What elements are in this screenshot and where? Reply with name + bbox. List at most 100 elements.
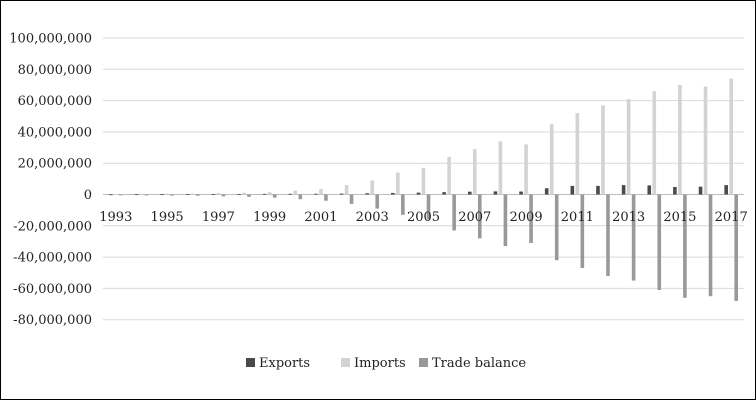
bar-imports-2005 <box>421 167 426 195</box>
bar-trade-balance-2008 <box>503 194 508 247</box>
bar-trade-balance-2006 <box>452 194 456 231</box>
bar-imports-1996 <box>190 193 195 195</box>
bar-exports-1994 <box>134 194 139 196</box>
x-tick-label: 2017 <box>715 210 748 225</box>
x-tick-label: 2001 <box>304 210 337 225</box>
bar-exports-2006 <box>442 192 446 195</box>
legend-label-trade-balance: Trade balance <box>432 356 526 371</box>
bar-trade-balance-2002 <box>349 194 354 204</box>
bar-imports-1997 <box>216 193 221 195</box>
bar-imports-2006 <box>447 156 451 195</box>
x-axis-tick-labels: 1993 1995 1997 1999 2001 2003 2005 2007 2009 2011… <box>99 210 747 225</box>
y-tick-label: -60,000,000 <box>13 282 92 297</box>
bar-imports-1999 <box>267 192 272 195</box>
legend-swatch-imports <box>341 358 350 367</box>
x-tick-label: 2013 <box>612 210 645 225</box>
bar-trade-balance-2016 <box>708 194 713 297</box>
y-tick-label: 80,000,000 <box>18 63 92 78</box>
bar-exports-2002 <box>339 193 344 195</box>
bars <box>109 78 738 301</box>
y-tick-label: -40,000,000 <box>13 251 92 266</box>
y-tick-label: 60,000,000 <box>18 94 92 109</box>
legend: Exports Imports Trade balance <box>246 356 526 371</box>
y-tick-label: -20,000,000 <box>13 219 92 234</box>
y-tick-label: 100,000,000 <box>9 32 92 47</box>
x-tick-label: 2005 <box>407 210 440 225</box>
bar-imports-1998 <box>242 192 246 195</box>
bar-trade-balance-2003 <box>375 194 380 209</box>
bar-trade-balance-2007 <box>477 194 482 239</box>
bar-trade-balance-1998 <box>247 194 251 197</box>
bar-trade-balance-1996 <box>195 194 200 196</box>
bar-imports-1995 <box>165 193 169 195</box>
bar-trade-balance-2015 <box>683 194 687 298</box>
x-tick-label: 2009 <box>510 210 543 225</box>
bar-exports-2005 <box>416 192 421 195</box>
bar-exports-2016 <box>698 186 703 195</box>
gridlines <box>103 37 744 321</box>
y-tick-label: 20,000,000 <box>18 157 92 172</box>
x-tick-label: 1997 <box>202 210 235 225</box>
bar-exports-2017 <box>724 185 728 195</box>
bar-imports-2010 <box>549 124 554 195</box>
bar-trade-balance-2011 <box>580 194 585 269</box>
bar-trade-balance-2013 <box>631 194 636 281</box>
bar-imports-2011 <box>575 113 580 195</box>
bar-trade-balance-2010 <box>554 194 559 261</box>
bar-imports-2000 <box>293 190 298 195</box>
bar-imports-2001 <box>319 189 323 195</box>
legend-swatch-exports <box>246 358 255 367</box>
bar-imports-1994 <box>139 193 144 195</box>
bar-exports-1995 <box>160 194 164 195</box>
bar-exports-2011 <box>570 185 575 195</box>
bar-imports-2004 <box>396 172 400 195</box>
bar-trade-balance-1999 <box>272 194 277 198</box>
bar-imports-2014 <box>652 91 657 195</box>
bar-imports-2002 <box>344 185 349 195</box>
bar-imports-2003 <box>370 180 375 195</box>
bar-imports-2015 <box>678 84 682 195</box>
bar-exports-1993 <box>109 194 113 196</box>
bar-exports-1998 <box>237 193 241 195</box>
bar-exports-1999 <box>262 193 267 195</box>
bar-imports-2008 <box>498 141 503 195</box>
bar-exports-2013 <box>621 185 626 195</box>
bar-trade-balance-2000 <box>298 194 303 200</box>
bar-trade-balance-2012 <box>606 194 610 276</box>
bar-trade-balance-2017 <box>734 194 738 301</box>
bar-exports-2008 <box>493 191 498 195</box>
bar-exports-2015 <box>673 186 677 195</box>
bar-exports-2009 <box>519 191 523 195</box>
bar-exports-2010 <box>544 188 549 195</box>
bar-trade-balance-2001 <box>324 194 328 201</box>
bar-imports-1993 <box>114 194 118 195</box>
x-tick-label: 2007 <box>458 210 491 225</box>
x-tick-label: 2011 <box>561 210 594 225</box>
bar-imports-2012 <box>601 105 605 195</box>
bar-exports-2000 <box>288 193 293 195</box>
bar-exports-2014 <box>647 185 652 195</box>
bar-exports-2003 <box>365 193 370 195</box>
bar-trade-balance-2005 <box>426 194 431 220</box>
legend-label-exports: Exports <box>259 356 310 371</box>
bar-exports-1996 <box>185 194 190 195</box>
bar-trade-balance-2014 <box>657 194 662 290</box>
bar-imports-2017 <box>729 78 733 195</box>
y-tick-label: 0 <box>84 188 92 203</box>
x-tick-label: 1999 <box>253 210 286 225</box>
bar-exports-2012 <box>596 185 600 195</box>
bar-imports-2009 <box>524 144 528 195</box>
bar-trade-balance-1997 <box>221 194 226 197</box>
bar-imports-2016 <box>703 86 708 195</box>
y-tick-label: -80,000,000 <box>13 313 92 328</box>
bar-trade-balance-1994 <box>144 194 149 196</box>
bar-trade-balance-2004 <box>401 194 405 215</box>
bar-trade-balance-1993 <box>119 194 123 196</box>
bar-trade-balance-1995 <box>170 194 174 196</box>
bar-exports-2004 <box>391 192 395 195</box>
x-tick-label: 1993 <box>99 210 132 225</box>
y-axis-tick-labels: 100,000,000 80,000,000 60,000,000 40,000,00… <box>9 32 92 329</box>
x-tick-label: 2015 <box>663 210 696 225</box>
bar-exports-2007 <box>467 191 472 195</box>
